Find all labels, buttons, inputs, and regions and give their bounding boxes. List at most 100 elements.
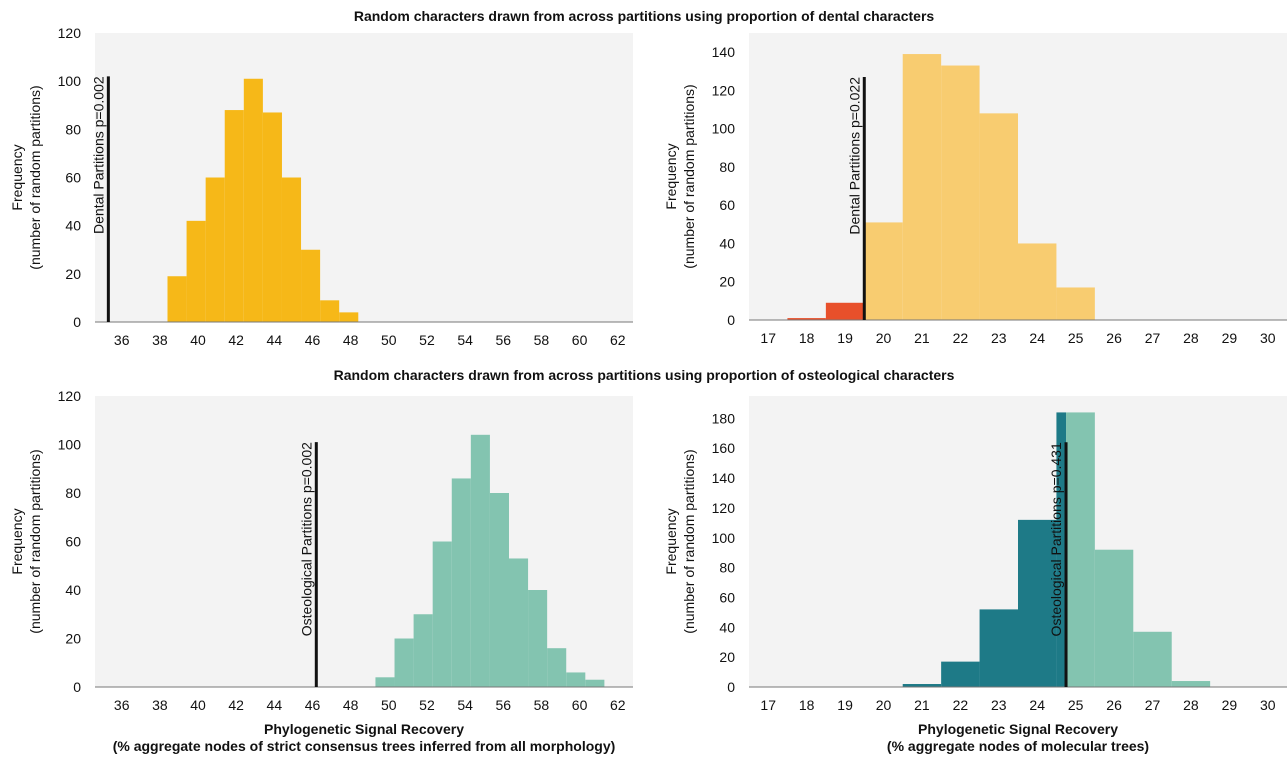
osteological-molecular-x-tick-label-7: 24 [1029,697,1045,713]
osteological-morphology-bar-6 [489,493,509,687]
osteological-morphology-x-tick-label-4: 44 [267,697,283,713]
osteological-morphology-x-tick-label-5: 46 [305,697,321,713]
osteological-morphology-y-tick-label-0: 0 [73,679,81,695]
dental-morphology-x-tick-label-1: 38 [152,332,168,348]
dental-morphology-x-tick-label-3: 42 [228,332,244,348]
osteological-morphology-x-tick-label-12: 60 [572,697,588,713]
dental-morphology-y-tick-label-0: 0 [73,314,81,330]
dental-molecular-bar-2 [864,222,903,320]
osteological-molecular-x-tick-label-10: 27 [1145,697,1161,713]
dental-molecular-bar-3 [902,54,942,321]
section-title-dental: Random characters drawn from across part… [353,8,935,24]
dental-morphology-bar-8 [320,300,340,322]
osteological-molecular-x-axis-title: Phylogenetic Signal Recovery (% aggregate… [887,721,1149,754]
osteological-molecular-bar-0 [902,684,942,687]
dental-molecular-x-tick-label-12: 29 [1222,330,1238,346]
osteological-morphology-y-tick-label-1: 20 [65,631,81,647]
dental-morphology-x-tick-label-11: 58 [534,332,550,348]
dental-morphology-bar-6 [281,177,302,322]
osteological-molecular-bar-6 [1094,549,1134,687]
dental-morphology-y-tick-label-6: 120 [58,25,82,41]
dental-molecular-x-tick-label-3: 20 [876,330,892,346]
osteological-molecular-x-tick-label-0: 17 [760,697,776,713]
dental-molecular-x-tick-label-13: 30 [1260,330,1276,346]
osteological-molecular-y-tick-label-3: 60 [719,589,735,605]
osteological-molecular-bar-5 [1066,412,1095,687]
osteological-morphology-x-tick-label-0: 36 [114,697,130,713]
osteological-morphology-bar-0 [375,677,395,687]
dental-morphology-x-tick-label-7: 50 [381,332,397,348]
osteological-morphology-y-tick-label-6: 120 [58,388,82,404]
dental-molecular-bar-1 [825,302,865,320]
osteological-morphology-bar-11 [585,679,605,687]
osteological-molecular-y-tick-label-8: 160 [712,440,736,456]
osteological-molecular-x-tick-label-11: 28 [1183,697,1199,713]
osteological-molecular-bar-3 [1018,519,1057,687]
osteological-molecular-bar-4 [1056,412,1067,687]
dental-morphology-x-tick-label-8: 52 [419,332,435,348]
dental-molecular-x-tick-label-9: 26 [1106,330,1122,346]
osteological-molecular-y-tick-label-9: 180 [712,410,736,426]
dental-molecular-x-tick-label-4: 21 [914,330,930,346]
dental-morphology-x-tick-label-10: 56 [495,332,511,348]
osteological-morphology-bar-10 [566,672,586,687]
dental-molecular-y-tick-label-3: 60 [719,197,735,213]
dental-morphology-y-tick-label-3: 60 [65,170,81,186]
osteological-morphology-reference-label: Osteological Partitions p=0.002 [298,442,314,636]
dental-molecular-y-tick-label-0: 0 [727,312,735,328]
osteological-morphology-x-tick-label-10: 56 [495,697,511,713]
osteological-molecular-x-tick-label-4: 21 [914,697,930,713]
dental-molecular-x-tick-label-11: 28 [1183,330,1199,346]
dental-morphology-y-tick-label-1: 20 [65,266,81,282]
osteological-morphology-bar-2 [413,614,433,687]
dental-molecular-bar-7 [1056,287,1095,320]
osteological-molecular-x-tick-label-3: 20 [876,697,892,713]
osteological-morphology-bar-8 [528,590,548,687]
dental-molecular-x-tick-label-6: 23 [991,330,1007,346]
dental-molecular-y-tick-label-1: 20 [719,274,735,290]
dental-morphology-bar-9 [339,312,359,322]
osteological-morphology-y-tick-label-2: 40 [65,582,81,598]
osteological-molecular-x-tick-label-8: 25 [1068,697,1084,713]
osteological-morphology-x-tick-label-11: 58 [534,697,550,713]
osteological-molecular-bar-2 [979,609,1018,687]
osteological-molecular-bar-7 [1133,631,1172,687]
osteological-morphology-x-tick-label-7: 50 [381,697,397,713]
osteological-morphology-x-tick-label-3: 42 [228,697,244,713]
osteological-molecular-x-tick-label-9: 26 [1106,697,1122,713]
dental-molecular-x-tick-label-7: 24 [1029,330,1045,346]
osteological-molecular-bar-1 [941,661,980,687]
osteological-molecular-y-tick-label-6: 120 [712,500,736,516]
osteological-molecular-y-tick-label-2: 40 [719,619,735,635]
osteological-molecular-y-tick-label-7: 140 [712,470,736,486]
osteological-morphology-x-tick-label-8: 52 [419,697,435,713]
dental-morphology-y-tick-label-2: 40 [65,218,81,234]
osteological-morphology-plot-area [95,396,633,687]
section-title-osteological: Random characters drawn from across part… [333,367,955,383]
dental-morphology-x-tick-label-0: 36 [114,332,130,348]
dental-morphology-x-tick-label-12: 60 [572,332,588,348]
dental-molecular-bar-4 [941,65,980,320]
dental-molecular-bar-6 [1018,243,1057,320]
osteological-morphology-bar-5 [470,434,490,687]
dental-morphology-bar-0 [167,276,187,322]
osteological-molecular-x-tick-label-2: 19 [837,697,853,713]
osteological-morphology-bar-4 [451,478,471,687]
dental-morphology-x-tick-label-6: 48 [343,332,359,348]
osteological-morphology-y-axis-label: Frequency (number of random partitions) [9,449,43,633]
dental-molecular-x-tick-label-8: 25 [1068,330,1084,346]
dental-morphology-x-tick-label-4: 44 [267,332,283,348]
osteological-molecular-y-tick-label-5: 100 [712,530,736,546]
osteological-molecular-bar-8 [1171,681,1211,687]
dental-morphology-bar-3 [224,110,244,322]
osteological-molecular-x-tick-label-13: 30 [1260,697,1276,713]
dental-morphology-reference-label: Dental Partitions p=0.002 [90,76,106,234]
osteological-morphology-bar-7 [508,558,529,687]
osteological-morphology-x-tick-label-6: 48 [343,697,359,713]
dental-morphology-bar-5 [262,112,282,322]
dental-molecular-y-tick-label-7: 140 [712,44,736,60]
dental-molecular-x-tick-label-2: 19 [837,330,853,346]
dental-molecular-x-tick-label-5: 22 [953,330,969,346]
dental-morphology-bar-2 [205,177,225,322]
